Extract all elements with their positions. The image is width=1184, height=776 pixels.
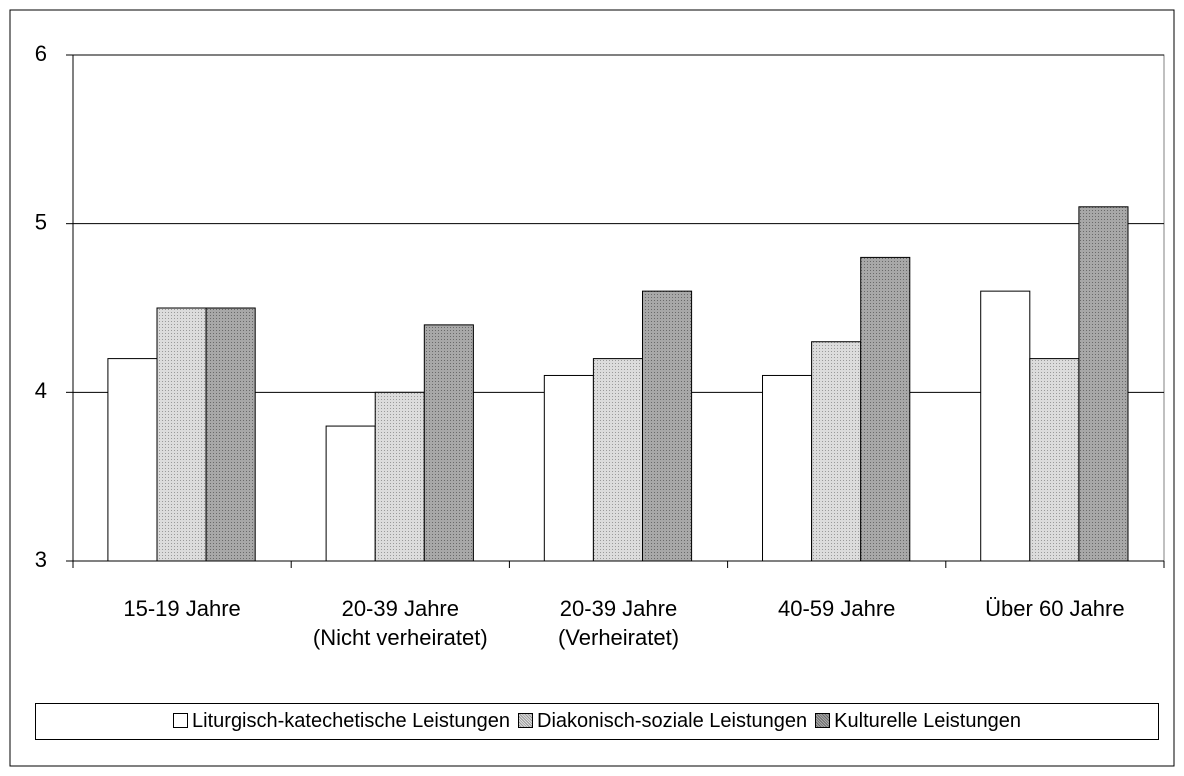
y-tick-label: 6: [35, 41, 47, 66]
legend-label: Diakonisch-soziale Leistungen: [537, 710, 808, 732]
bar: [860, 256, 911, 562]
bar: [107, 358, 158, 562]
legend-label: Kulturelle Leistungen: [834, 710, 1021, 732]
bar: [423, 324, 474, 562]
bar: [205, 307, 256, 562]
bar: [980, 290, 1031, 562]
legend-swatch: [173, 713, 189, 728]
bar: [325, 425, 376, 562]
y-tick-label: 5: [35, 209, 47, 234]
bar: [1078, 206, 1129, 562]
x-tick-label: Über 60 Jahre: [985, 596, 1125, 621]
bar: [811, 341, 862, 562]
x-tick-label: 15-19 Jahre: [123, 596, 241, 621]
x-tick-label: 40-59 Jahre: [777, 596, 896, 621]
y-tick-label: 3: [35, 547, 47, 572]
x-tick-label: 20-39 Jahre (Nicht verheiratet): [312, 596, 488, 650]
bar: [1029, 358, 1080, 562]
y-tick-label: 4: [35, 378, 47, 403]
bar: [374, 391, 425, 562]
bar: [642, 290, 693, 562]
x-tick-label: 20-39 Jahre (Verheiratet): [557, 596, 680, 650]
legend-swatch: [518, 713, 533, 728]
legend: Liturgisch-katechetische Leistungen Diako…: [35, 703, 1159, 740]
legend-item: Diakonisch-soziale Leistungen: [518, 710, 807, 733]
legend-item: Kulturelle Leistungen: [815, 710, 1021, 733]
frame: [9, 9, 1175, 767]
bar: [592, 358, 644, 562]
bar: [156, 307, 207, 562]
bar: [543, 374, 594, 562]
legend-item: Liturgisch-katechetische Leistungen: [173, 710, 510, 733]
bar: [762, 374, 813, 562]
legend-swatch: [815, 713, 831, 728]
legend-label: Liturgisch-katechetische Leistungen: [192, 710, 510, 732]
